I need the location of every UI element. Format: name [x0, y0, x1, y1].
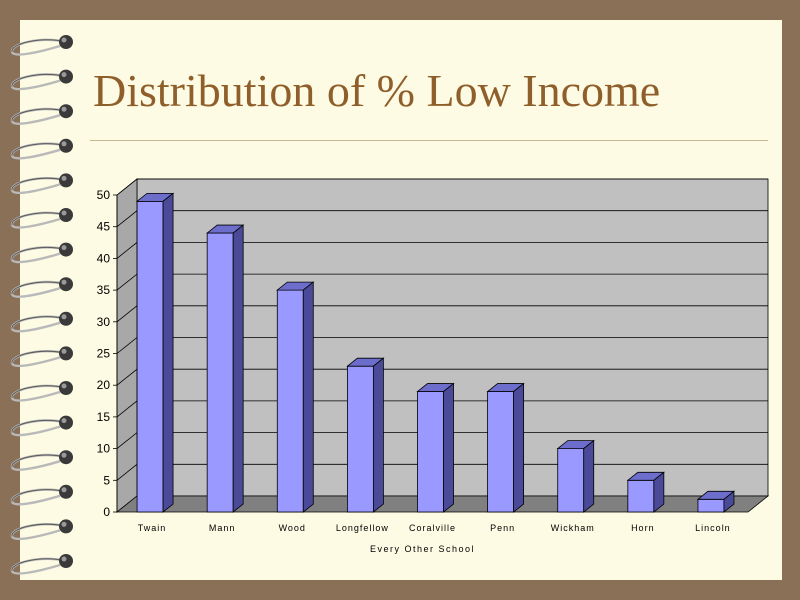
y-tick-label: 0: [103, 505, 110, 519]
bar-lincoln: [696, 490, 736, 513]
spiral-ring-icon: [10, 173, 73, 195]
y-tick-label: 5: [103, 473, 110, 487]
x-tick-label: Wood: [279, 523, 306, 533]
bar-penn: [486, 382, 525, 513]
spiral-ring-icon: [10, 346, 73, 368]
bar-coralville: [416, 382, 455, 513]
y-tick-label: 10: [97, 442, 111, 456]
x-tick-label: Coralville: [409, 523, 456, 533]
bar-longfellow: [346, 357, 385, 513]
slide-title: Distribution of % Low Income: [93, 65, 661, 116]
x-tick-label: Wickham: [551, 523, 595, 533]
spiral-ring-icon: [10, 554, 73, 575]
x-tick-label: Twain: [138, 523, 167, 533]
y-tick-label: 45: [97, 220, 111, 234]
spiral-ring-icon: [10, 415, 73, 437]
spiral-ring-icon: [10, 277, 73, 298]
spiral-binding-icon: [10, 35, 73, 575]
x-tick-label: Lincoln: [695, 523, 731, 533]
spiral-ring-icon: [10, 104, 73, 125]
spiral-ring-icon: [10, 208, 73, 229]
y-tick-label: 35: [97, 283, 111, 297]
y-tick-label: 50: [97, 188, 111, 202]
gridline: [116, 178, 768, 196]
x-tick-label: Mann: [209, 523, 236, 533]
x-axis-title: Every Other School: [370, 544, 475, 554]
spiral-ring-icon: [10, 519, 73, 541]
y-tick-label: 20: [97, 378, 111, 392]
spiral-ring-icon: [10, 484, 73, 506]
spiral-ring-icon: [10, 69, 73, 91]
y-tick-label: 40: [97, 251, 111, 265]
bar-horn: [626, 471, 665, 513]
bar-wickham: [556, 439, 595, 513]
title-divider: [90, 140, 768, 141]
x-tick-label: Penn: [490, 523, 515, 533]
x-tick-label: Longfellow: [336, 523, 389, 533]
bar-wood: [276, 281, 315, 513]
spiral-ring-icon: [10, 311, 73, 333]
y-tick-label: 25: [97, 347, 111, 361]
bar-mann: [206, 224, 245, 513]
spiral-ring-icon: [10, 242, 73, 264]
spiral-ring-icon: [10, 450, 73, 471]
x-tick-label: Horn: [631, 523, 655, 533]
spiral-ring-icon: [10, 35, 73, 56]
spiral-ring-icon: [10, 381, 73, 402]
spiral-ring-icon: [10, 138, 73, 160]
y-tick-label: 30: [97, 315, 111, 329]
bar-twain: [135, 192, 175, 513]
y-tick-label: 15: [97, 410, 111, 424]
